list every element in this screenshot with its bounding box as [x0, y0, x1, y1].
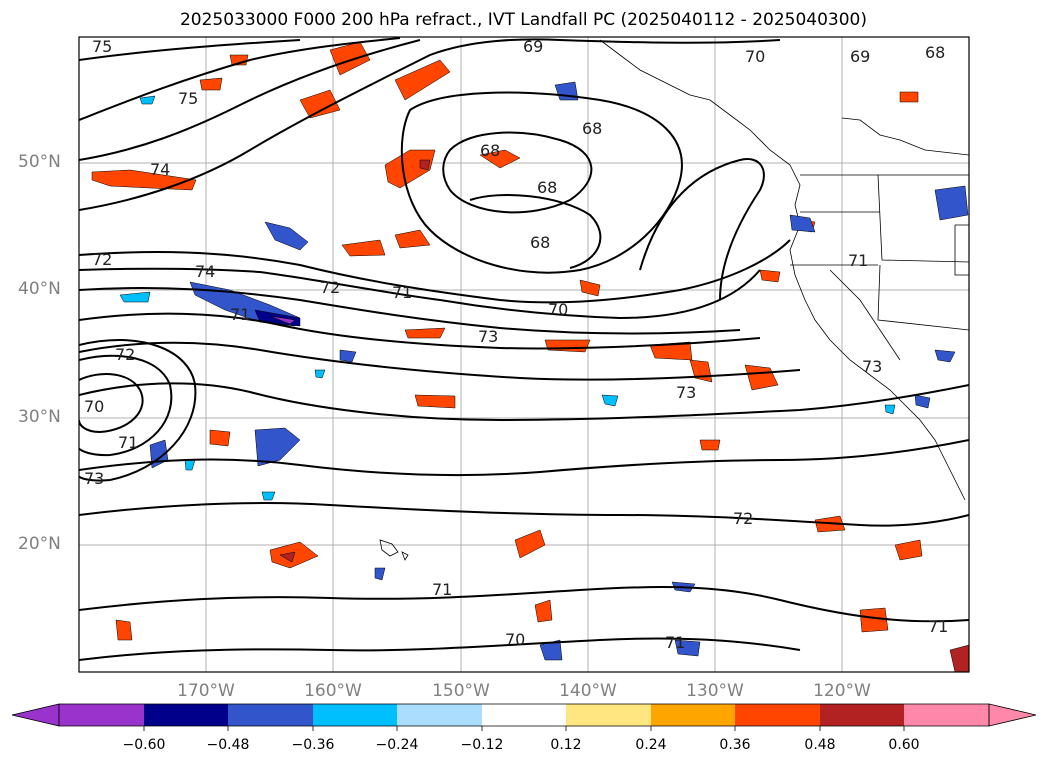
contour-lines: [79, 37, 969, 661]
colorbar-segment: [820, 704, 904, 726]
contour-label: 71: [230, 305, 250, 324]
contour-label: 74: [195, 262, 215, 281]
latitude-label: 30°N: [18, 407, 61, 427]
colorbar-extend-max: [988, 703, 1037, 727]
colorbar-segment: [904, 704, 989, 726]
contour-label: 75: [178, 89, 198, 108]
longitude-label: 120°W: [813, 681, 871, 701]
colorbar-segment: [735, 704, 820, 726]
contour-label: 71: [848, 251, 868, 270]
contour-label: 71: [928, 617, 948, 636]
contour-label: 72: [92, 250, 112, 269]
contour-label: 74: [150, 160, 170, 179]
colorbar-tick-label: −0.12: [460, 737, 504, 753]
colorbar-segment: [397, 704, 482, 726]
contour-label: 73: [84, 469, 104, 488]
colorbar-segment: [313, 704, 397, 726]
colorbar: [11, 703, 1037, 731]
colorbar-tick-label: −0.60: [122, 737, 166, 753]
colorbar-segment: [651, 704, 735, 726]
colorbar-tick-label: 0.36: [719, 737, 751, 753]
contour-label: 71: [118, 433, 138, 452]
contour-label: 71: [432, 580, 452, 599]
contour-labels: 75 75 74 72 74 72 72 71 70 73 71 73 69 7…: [84, 37, 948, 652]
refractivity-anomaly-fill: [91, 41, 969, 672]
contour-label: 71: [665, 633, 685, 652]
colorbar-segment: [59, 704, 144, 726]
colorbar-tick-label: 0.60: [888, 737, 920, 753]
contour-label: 68: [925, 43, 945, 62]
contour-label: 68: [530, 233, 550, 252]
colorbar-segment: [144, 704, 228, 726]
contour-label: 68: [582, 119, 602, 138]
contour-label: 73: [676, 383, 696, 402]
map-frame: [78, 36, 970, 673]
latitude-label: 20°N: [18, 534, 61, 554]
contour-label: 73: [478, 327, 498, 346]
colorbar-tick-label: 0.24: [635, 737, 667, 753]
colorbar-segment: [228, 704, 313, 726]
longitude-label: 150°W: [432, 681, 490, 701]
contour-label: 70: [505, 630, 525, 649]
colorbar-tick-label: 0.12: [550, 737, 582, 753]
map-plot-area: [79, 37, 969, 672]
contour-label: 73: [862, 357, 882, 376]
colorbar-tick-label: −0.48: [206, 737, 250, 753]
longitude-label: 160°W: [304, 681, 362, 701]
longitude-label: 170°W: [177, 681, 235, 701]
longitude-label: 130°W: [686, 681, 744, 701]
contour-label: 68: [480, 141, 500, 160]
contour-label: 70: [548, 300, 568, 319]
colorbar-tick-label: −0.24: [375, 737, 419, 753]
colorbar-tick-label: −0.36: [291, 737, 335, 753]
contour-label: 72: [320, 278, 340, 297]
contour-label: 68: [537, 178, 557, 197]
contour-label: 69: [523, 37, 543, 56]
latitude-label: 50°N: [18, 152, 61, 172]
colorbar-extend-min: [11, 703, 60, 727]
contour-label: 72: [115, 345, 135, 364]
contour-label: 70: [84, 397, 104, 416]
longitude-label: 140°W: [559, 681, 617, 701]
colorbar-segment: [566, 704, 651, 726]
coastlines: [379, 39, 969, 561]
contour-label: 70: [745, 47, 765, 66]
latitude-label: 40°N: [18, 279, 61, 299]
gridlines: [79, 37, 969, 672]
contour-label: 69: [850, 47, 870, 66]
map-title: 2025033000 F000 200 hPa refract., IVT La…: [179, 10, 867, 30]
contour-label: 75: [92, 37, 112, 56]
contour-label: 72: [733, 509, 753, 528]
contour-label: 71: [392, 283, 412, 302]
colorbar-tick-label: 0.48: [804, 737, 836, 753]
colorbar-segment: [482, 704, 566, 726]
